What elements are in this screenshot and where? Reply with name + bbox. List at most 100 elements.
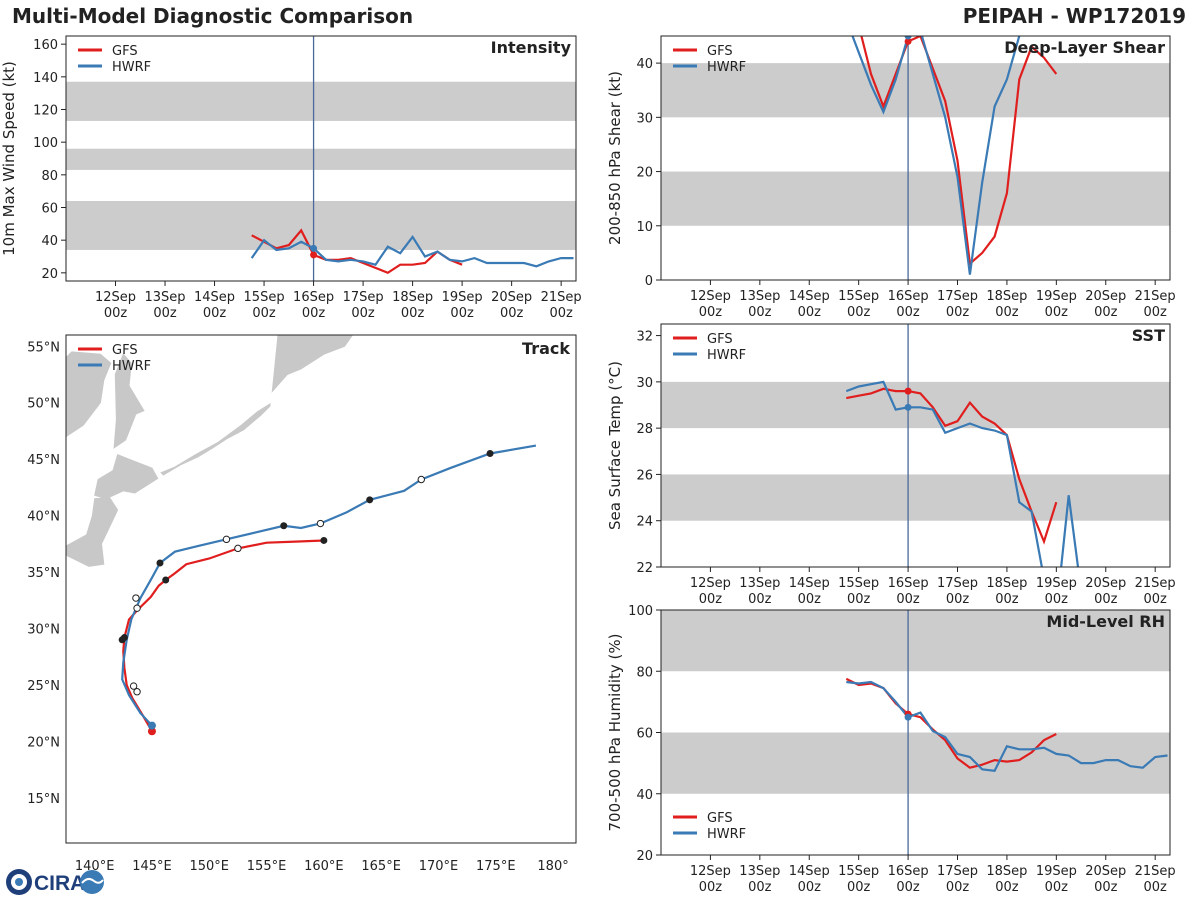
intensity-frame [65, 35, 577, 282]
rh-ylabel: 700-500 hPa Humidity (%) [606, 633, 624, 831]
land-mass [66, 351, 112, 438]
storm-title: PEIPAH - WP172019 [962, 4, 1186, 28]
rh-ytick-label: 20 [636, 849, 653, 864]
land-mass [271, 335, 354, 393]
track-lat-label: 20°N [27, 735, 60, 750]
track-lon-label: 150°E [189, 859, 229, 874]
intensity-marker-hwrf [310, 244, 318, 252]
intensity-xtick-label: 20Sep [491, 290, 532, 305]
sst-xtick-label: 00z [1094, 592, 1118, 607]
sst-xtick-label: 00z [798, 592, 822, 607]
sst-legend-label: GFS [707, 332, 733, 347]
shear-series-hwrf [851, 36, 1021, 275]
intensity-xtick-label: 00z [401, 306, 425, 321]
track-series-hwrf [121, 444, 537, 727]
intensity-ytick-label: 60 [41, 202, 58, 217]
intensity-legend-label: HWRF [112, 60, 151, 75]
rh-xtick-label: 15Sep [838, 864, 879, 879]
sst-band [661, 381, 1170, 429]
track-point-open-hwrf [222, 535, 231, 544]
track-lat-label: 30°N [27, 623, 60, 638]
sst-xtick-label: 00z [847, 592, 871, 607]
intensity-series-group [250, 228, 574, 275]
sst-ytick-label: 26 [636, 468, 653, 483]
sst-series-gfs [846, 387, 1058, 545]
sst-frame [660, 323, 1171, 568]
intensity-panel: 2040608010012014016012Sep00z13Sep00z14Se… [0, 35, 582, 321]
track-lon-label: 140°E [75, 859, 115, 874]
intensity-title: Intensity [491, 38, 572, 57]
intensity-marker-gfs [310, 251, 318, 259]
intensity-xtick-label: 00z [203, 306, 227, 321]
intensity-band [66, 81, 576, 121]
track-lon-label: 155°E [247, 859, 287, 874]
rh-xtick-label: 00z [896, 880, 920, 895]
cira-logo-text: CIRA [34, 872, 85, 895]
sst-xtick-label: 13Sep [739, 576, 780, 591]
track-lat-label: 55°N [27, 340, 60, 355]
rh-legend-label: GFS [707, 811, 733, 826]
sst-panel: 22242628303212Sep00z13Sep00z14Sep00z15Se… [606, 323, 1176, 607]
rh-ytick-label: 60 [636, 727, 653, 742]
sst-ytick-label: 30 [636, 376, 653, 391]
track-lon-label: 180° [537, 859, 568, 874]
intensity-legend-label: GFS [112, 44, 138, 59]
intensity-xtick-label: 18Sep [392, 290, 433, 305]
cira-logo-icon [6, 869, 32, 895]
shear-xtick-label: 00z [1045, 305, 1069, 320]
intensity-xtick-label: 00z [104, 306, 128, 321]
intensity-ytick-label: 140 [33, 71, 58, 86]
shear-xtick-label: 00z [699, 305, 723, 320]
track-lat-label: 45°N [27, 453, 60, 468]
shear-xtick-label: 20Sep [1085, 289, 1126, 304]
rh-xtick-label: 00z [995, 880, 1019, 895]
track-frame [65, 334, 577, 844]
sst-xtick-label: 14Sep [789, 576, 830, 591]
track-lon-label: 170°E [419, 859, 459, 874]
rh-xtick-label: 13Sep [739, 864, 780, 879]
intensity-xtick-label: 00z [549, 306, 573, 321]
track-lat-label: 35°N [27, 566, 60, 581]
track-point-gfs [147, 727, 156, 736]
intensity-ytick-label: 160 [33, 38, 58, 53]
intensity-xtick-label: 13Sep [145, 290, 186, 305]
sst-xtick-label: 19Sep [1036, 576, 1077, 591]
rh-xtick-label: 19Sep [1036, 864, 1077, 879]
rh-xtick-label: 21Sep [1135, 864, 1176, 879]
shear-ylabel: 200-850 hPa Shear (kt) [606, 71, 624, 245]
shear-ytick-label: 10 [636, 220, 653, 235]
intensity-xtick-label: 19Sep [442, 290, 483, 305]
intensity-xtick-label: 00z [302, 306, 326, 321]
sst-xtick-label: 00z [1045, 592, 1069, 607]
rh-xtick-label: 00z [1045, 880, 1069, 895]
track-point-open-gfs [234, 544, 242, 553]
track-lat-label: 25°N [27, 679, 60, 694]
track-lon-label: 160°E [304, 859, 344, 874]
rh-xtick-label: 00z [1143, 880, 1167, 895]
intensity-ytick-label: 80 [41, 169, 58, 184]
track-point-gfs [162, 576, 170, 584]
shear-xtick-label: 17Sep [937, 289, 978, 304]
sst-title: SST [1132, 326, 1165, 345]
shear-legend-label: GFS [707, 44, 733, 59]
shear-xtick-label: 00z [798, 305, 822, 320]
sst-ytick-label: 22 [636, 561, 653, 576]
track-point-hwrf [366, 496, 374, 504]
intensity-ytick-label: 100 [33, 136, 58, 151]
track-point-hwrf [118, 636, 126, 644]
track-point-open-hwrf [132, 594, 140, 602]
land-mass [113, 353, 145, 449]
sst-xtick-label: 00z [748, 592, 772, 607]
rh-xtick-label: 00z [699, 880, 723, 895]
sst-marker-hwrf [904, 403, 912, 411]
rh-legend-label: HWRF [707, 827, 746, 842]
shear-title: Deep-Layer Shear [1004, 38, 1165, 57]
track-lat-label: 15°N [27, 792, 60, 807]
shear-xtick-label: 00z [1143, 305, 1167, 320]
intensity-xtick-label: 17Sep [343, 290, 384, 305]
track-lat-label: 40°N [27, 510, 60, 525]
rh-xtick-label: 14Sep [789, 864, 830, 879]
sst-band [661, 474, 1170, 521]
track-panel: 15°N 20°N 25°N 30°N 35°N 40°N 45°N 50°N 55°N 140°… [27, 334, 577, 874]
